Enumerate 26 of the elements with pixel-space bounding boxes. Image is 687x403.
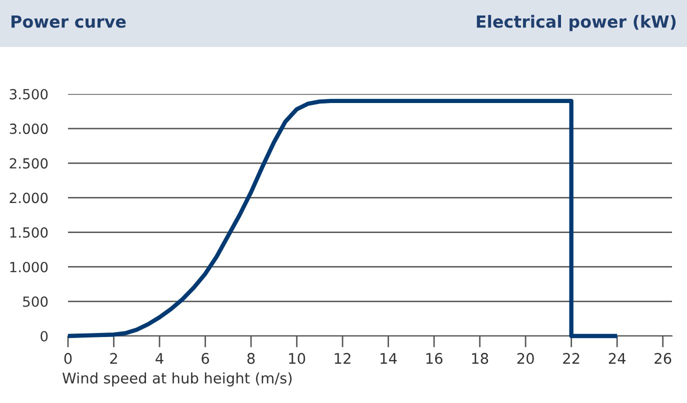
x-tick-label: 4 [156,353,164,364]
y-tick-label: 0 [40,330,48,342]
x-tick-label: 26 [654,352,672,364]
x-tick-label: 18 [472,352,488,364]
chart-title: Power curve [12,15,126,28]
x-tick-label: 8 [247,352,255,364]
y-tick-label: 3.500 [10,88,48,100]
y-tick-label: 500 [23,296,48,307]
x-tick-label: 20 [517,352,534,364]
x-tick-label: 14 [380,353,397,364]
y-tick-label: 1.000 [10,262,48,272]
x-tick-label: 6 [202,352,209,364]
x-tick-label: 16 [426,352,442,364]
y-tick-label: 2.500 [10,158,48,169]
y-tick-label: 1.500 [10,227,48,238]
x-tick-label: 10 [289,352,306,364]
y-tick-label: 2.000 [10,192,48,204]
y-axis-title: Electrical power (kW) [476,14,676,32]
y-tick-label: 3.000 [10,124,48,134]
x-tick-label: 24 [608,352,626,364]
x-tick-label: 0 [64,352,72,364]
x-tick-label: 12 [334,352,350,364]
line-series [66,98,620,338]
x-axis-title: Wind speed at hub height (m/s) [62,372,292,386]
x-tick-label: 22 [563,352,580,364]
x-tick-label: 2 [110,352,117,364]
